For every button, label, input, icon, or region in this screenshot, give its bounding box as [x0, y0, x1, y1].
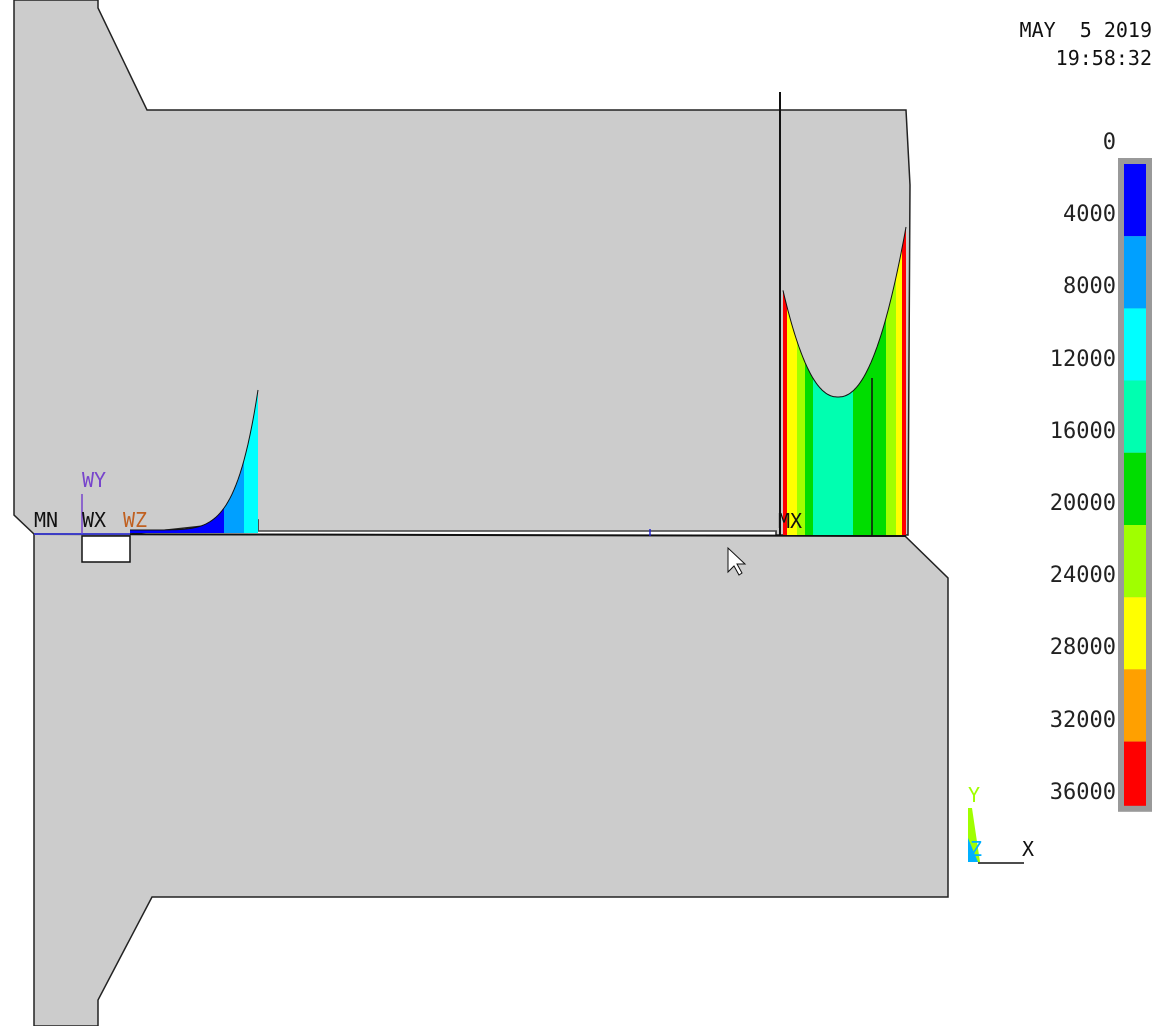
pressure-outline: [130, 389, 259, 531]
legend-band: [1124, 741, 1146, 806]
legend-level-label: 36000: [1049, 779, 1116, 805]
legend-level-label: 0: [1102, 130, 1116, 155]
origin-box: [81, 535, 131, 563]
triad-z-arrow: [968, 838, 978, 862]
pressure-band: [872, 318, 886, 535]
legend-level-label: 32000: [1049, 707, 1116, 733]
mouse-cursor-icon: [727, 546, 747, 576]
pressure-band: [244, 390, 258, 533]
pressure-outline: [782, 226, 907, 398]
legend-band: [1124, 525, 1146, 598]
pressure-band: [896, 248, 902, 535]
legend-level-label: 20000: [1049, 491, 1116, 516]
time-stamp: 19:58:32: [1055, 46, 1152, 70]
legend-level-label: 8000: [1063, 274, 1116, 300]
legend-level-label: 12000: [1049, 346, 1116, 372]
contact-line: [33, 533, 907, 537]
workplane-x-label: WX: [82, 508, 106, 532]
pressure-band: [853, 360, 872, 535]
date-stamp: MAY 5 2019: [1019, 18, 1152, 42]
triad-y-label: Y: [968, 783, 980, 807]
lower-part: [33, 533, 949, 1026]
triad-x-label: X: [1022, 837, 1034, 861]
legend-band: [1124, 236, 1146, 309]
legend-level-label: 4000: [1063, 202, 1116, 228]
pressure-band: [783, 290, 787, 535]
pressure-band: [886, 277, 896, 535]
legend-bar: [1118, 158, 1152, 812]
pressure-band: [805, 362, 813, 535]
pressure-band: [130, 508, 224, 533]
global-triad: Y Z X: [968, 783, 1034, 864]
min-label: MN: [34, 508, 58, 532]
legend-level-label: 24000: [1049, 563, 1116, 589]
legend-band: [1124, 308, 1146, 381]
legend-band: [1124, 164, 1146, 237]
legend-level-label: 16000: [1049, 418, 1116, 444]
right-pressure-plot: [782, 226, 907, 535]
workplane-z-label: WZ: [123, 508, 147, 532]
pressure-band: [797, 341, 805, 535]
pressure-band: [224, 460, 244, 533]
legend-level-label: 28000: [1049, 635, 1116, 661]
legend-band: [1124, 597, 1146, 670]
pressure-band: [787, 306, 797, 535]
max-label: MX: [778, 509, 802, 533]
legend-band: [1124, 452, 1146, 525]
left-pressure-plot: [130, 389, 259, 533]
workplane-y-label: WY: [82, 468, 106, 492]
pressure-band: [813, 378, 853, 535]
upper-part: [13, 0, 911, 536]
legend-band: [1124, 380, 1146, 453]
pressure-band: [902, 227, 906, 535]
triad-z-label: Z: [970, 837, 982, 861]
legend-band: [1124, 669, 1146, 742]
